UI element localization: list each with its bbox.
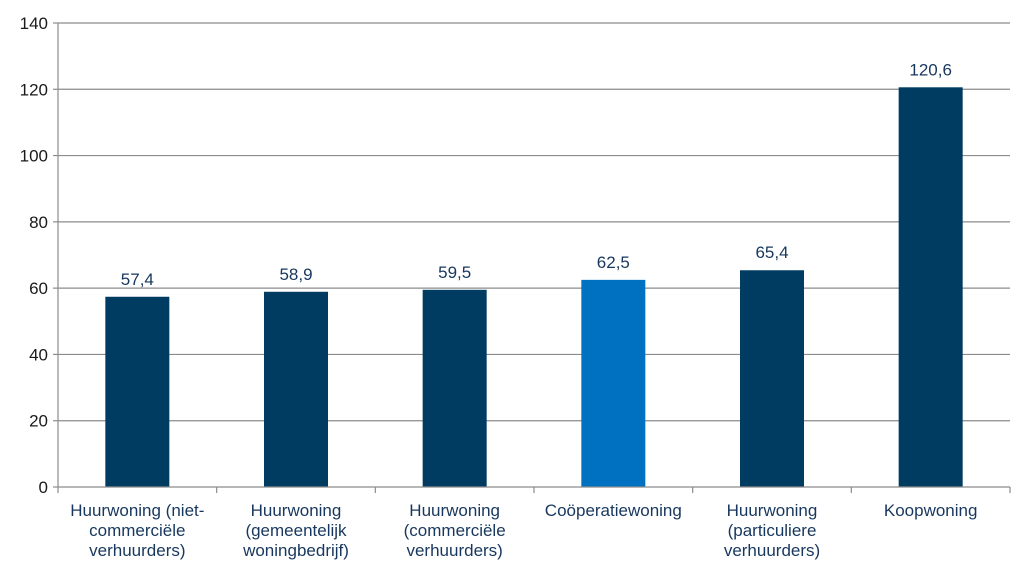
bar [264,291,328,487]
x-tick-label-line: Huurwoning (niet- [70,501,204,520]
x-tick-label-line: commerciële [89,521,185,540]
x-tick-label: Huurwoning (gemeentelijk woningbedrijf) [242,501,349,560]
x-tick-label-line: Coöperatiewoning [545,501,682,520]
x-tick-label: Koopwoning [884,501,978,520]
x-tick-label-line: (commerciële [404,521,506,540]
data-label: 59,5 [438,263,471,282]
gridlines [58,22,1010,422]
bar [740,270,804,487]
x-tick-label: Coöperatiewoning [545,501,682,520]
data-label: 65,4 [755,243,788,262]
x-tick-label-line: Koopwoning [884,501,978,520]
y-tick-label: 20 [29,412,48,431]
x-tick-label-line: (gemeentelijk [245,521,347,540]
x-tick-label-line: woningbedrijf) [242,541,349,560]
data-label: 62,5 [597,253,630,272]
category-labels: Huurwoning (niet-commerciële verhuurders)… [70,501,977,560]
x-axis [57,486,1011,493]
x-tick-label: Huurwoning (commerciële verhuurders) [404,501,506,560]
y-tick-label: 80 [29,213,48,232]
y-tick-label: 0 [39,478,48,497]
data-label: 120,6 [909,60,952,79]
y-tick-label: 40 [29,345,48,364]
x-tick-label-line: verhuurders) [724,541,820,560]
y-tick-label: 60 [29,279,48,298]
bar [898,87,963,487]
bar [581,279,646,487]
x-tick-label-line: verhuurders) [406,541,502,560]
bar [105,296,170,487]
y-axis-ticks: 0 20 40 60 80 100 120 140 [20,14,59,497]
x-tick-label-line: verhuurders) [89,541,185,560]
y-tick-label: 120 [20,80,48,99]
x-tick-label-line: (particuliere [728,521,817,540]
y-tick-label: 140 [20,14,48,33]
x-tick-label-line: Huurwoning [409,501,500,520]
x-tick-label: Huurwoning (niet-commerciële verhuurders) [70,501,204,560]
x-tick-label-line: Huurwoning [251,501,342,520]
data-label: 58,9 [279,265,312,284]
bars [105,87,963,487]
x-tick-label-line: Huurwoning [727,501,818,520]
data-label: 57,4 [121,270,154,289]
data-labels: 57,4 58,9 59,5 62,5 65,4 120,6 [121,60,952,288]
y-tick-label: 100 [20,147,48,166]
x-tick-label: Huurwoning (particuliere verhuurders) [724,501,820,560]
bar [422,289,487,487]
